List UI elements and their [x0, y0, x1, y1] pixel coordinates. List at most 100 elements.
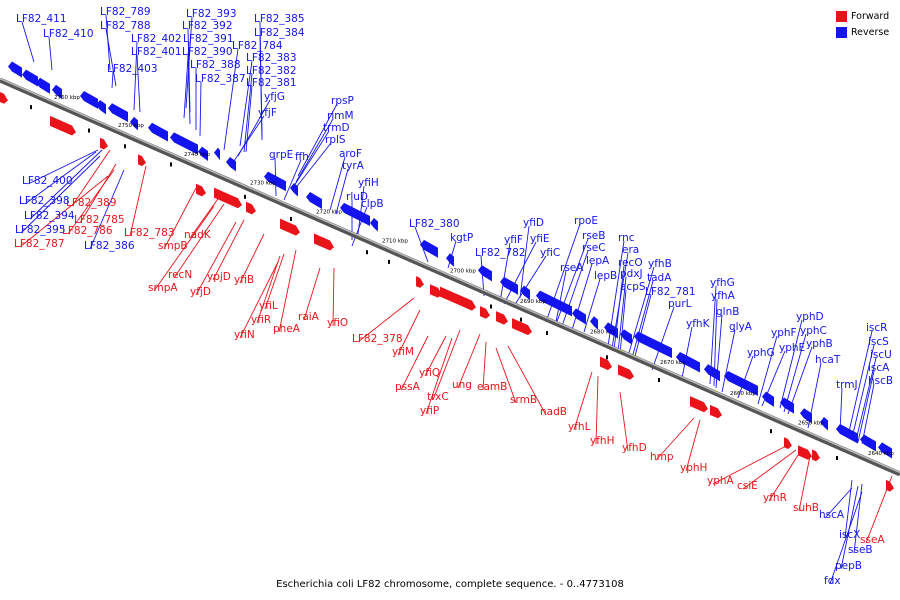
reverse-gene-arrow[interactable] — [800, 408, 812, 424]
reverse-gene-label[interactable]: LF82_789 — [100, 6, 151, 18]
forward-gene-label[interactable]: yfhD — [622, 442, 647, 454]
reverse-gene-label[interactable]: yphC — [800, 325, 827, 337]
forward-gene-label[interactable]: yfhH — [590, 435, 614, 447]
forward-gene-arrow[interactable] — [50, 115, 76, 136]
reverse-gene-label[interactable]: LF82_398 — [19, 195, 70, 207]
forward-gene-label[interactable]: yfiM — [392, 346, 414, 358]
reverse-gene-arrow[interactable] — [52, 84, 62, 100]
reverse-gene-label[interactable]: LF82_394 — [24, 210, 75, 222]
forward-gene-label[interactable]: yfiQ — [419, 367, 440, 379]
forward-gene-label[interactable]: raiA — [298, 311, 320, 323]
forward-gene-label[interactable]: suhB — [793, 502, 819, 514]
reverse-gene-label[interactable]: trmD — [323, 122, 350, 134]
forward-gene-arrow[interactable] — [496, 311, 508, 325]
forward-gene-label[interactable]: LF82_389 — [66, 197, 117, 209]
reverse-gene-label[interactable]: LF82_393 — [186, 8, 237, 20]
reverse-gene-label[interactable]: sseB — [848, 544, 873, 556]
reverse-gene-label[interactable]: yphE — [779, 342, 805, 354]
reverse-gene-arrow[interactable] — [36, 77, 50, 94]
forward-gene-label[interactable]: yfiN — [234, 329, 255, 341]
reverse-gene-label[interactable]: LF82_383 — [246, 52, 297, 64]
reverse-gene-label[interactable]: glyA — [729, 321, 753, 333]
reverse-gene-label[interactable]: yfhK — [686, 318, 711, 330]
reverse-gene-arrow[interactable] — [604, 322, 618, 339]
reverse-gene-label[interactable]: era — [622, 244, 639, 256]
forward-gene-arrow[interactable] — [618, 364, 634, 380]
reverse-gene-label[interactable]: LF82_387 — [195, 73, 246, 85]
reverse-gene-label[interactable]: yfhA — [711, 290, 736, 302]
forward-gene-arrow[interactable] — [196, 183, 206, 197]
reverse-gene-label[interactable]: rnc — [618, 232, 635, 244]
forward-gene-label[interactable]: yfiR — [251, 314, 271, 326]
reverse-gene-label[interactable]: yfiE — [530, 233, 549, 245]
reverse-gene-label[interactable]: yfjF — [258, 107, 277, 119]
reverse-gene-label[interactable]: LF82_388 — [190, 59, 241, 71]
reverse-gene-label[interactable]: tadA — [647, 272, 672, 284]
reverse-gene-label[interactable]: kgtP — [450, 232, 473, 244]
forward-gene-label[interactable]: yphH — [680, 462, 707, 474]
reverse-gene-label[interactable]: purL — [668, 298, 692, 310]
forward-gene-label[interactable]: yfjD — [190, 286, 211, 298]
reverse-gene-label[interactable]: clpB — [361, 198, 384, 210]
forward-gene-label[interactable]: pheA — [273, 323, 301, 335]
forward-gene-label[interactable]: ypjD — [207, 271, 231, 283]
forward-gene-label[interactable]: yfhR — [763, 492, 787, 504]
reverse-gene-label[interactable]: glnB — [716, 306, 739, 318]
reverse-gene-label[interactable]: yphD — [796, 311, 824, 323]
forward-gene-arrow[interactable] — [798, 445, 812, 460]
reverse-gene-arrow[interactable] — [478, 265, 492, 282]
reverse-gene-arrow[interactable] — [306, 191, 322, 209]
reverse-gene-arrow[interactable] — [860, 434, 876, 452]
reverse-gene-label[interactable]: LF82_392 — [182, 20, 233, 32]
forward-gene-label[interactable]: recN — [168, 269, 192, 281]
reverse-gene-label[interactable]: rseB — [582, 230, 605, 242]
reverse-gene-label[interactable]: yfhG — [710, 277, 735, 289]
forward-gene-arrow[interactable] — [430, 284, 442, 298]
forward-gene-label[interactable]: sseA — [860, 534, 885, 546]
reverse-gene-label[interactable]: LF82_380 — [409, 218, 460, 230]
reverse-gene-arrow[interactable] — [572, 308, 586, 325]
reverse-gene-arrow[interactable] — [536, 290, 572, 317]
reverse-gene-label[interactable]: grpE — [269, 149, 293, 161]
reverse-gene-arrow[interactable] — [214, 147, 220, 161]
reverse-gene-label[interactable]: LF82_402 — [131, 33, 182, 45]
reverse-gene-label[interactable]: LF82_788 — [100, 20, 151, 32]
reverse-gene-label[interactable]: LF82_391 — [183, 33, 234, 45]
forward-gene-arrow[interactable] — [440, 286, 476, 311]
forward-gene-arrow[interactable] — [600, 356, 612, 371]
reverse-gene-arrow[interactable] — [620, 329, 632, 345]
reverse-gene-label[interactable]: LF82_401 — [131, 46, 182, 58]
reverse-gene-label[interactable]: iscX — [839, 529, 860, 541]
forward-gene-label[interactable]: LF82_786 — [62, 225, 113, 237]
forward-gene-arrow[interactable] — [710, 404, 722, 419]
reverse-gene-arrow[interactable] — [96, 100, 106, 115]
forward-gene-label[interactable]: srmB — [510, 394, 537, 406]
reverse-gene-label[interactable]: LF82_385 — [254, 13, 305, 25]
reverse-gene-arrow[interactable] — [520, 285, 530, 301]
reverse-gene-label[interactable]: yfjG — [264, 91, 285, 103]
reverse-gene-label[interactable]: LF82_784 — [232, 40, 283, 52]
reverse-gene-label[interactable]: yphG — [747, 347, 775, 359]
forward-gene-label[interactable]: LF82_787 — [14, 238, 65, 250]
reverse-gene-label[interactable]: yfiC — [540, 247, 560, 259]
reverse-gene-arrow[interactable] — [820, 416, 828, 431]
reverse-gene-label[interactable]: rpoE — [574, 215, 598, 227]
reverse-gene-arrow[interactable] — [198, 146, 208, 162]
reverse-gene-arrow[interactable] — [170, 132, 198, 155]
reverse-gene-label[interactable]: trmJ — [836, 379, 858, 391]
reverse-gene-arrow[interactable] — [676, 351, 700, 373]
reverse-gene-label[interactable]: ffh — [295, 151, 309, 163]
reverse-gene-label[interactable]: rluD — [346, 191, 368, 203]
reverse-gene-label[interactable]: hcaT — [815, 354, 841, 366]
reverse-gene-arrow[interactable] — [370, 217, 378, 232]
forward-gene-arrow[interactable] — [0, 92, 8, 104]
reverse-gene-label[interactable]: fdx — [824, 575, 841, 587]
reverse-gene-arrow[interactable] — [780, 397, 794, 414]
reverse-gene-arrow[interactable] — [340, 202, 370, 226]
forward-gene-label[interactable]: yfiP — [420, 405, 439, 417]
reverse-gene-arrow[interactable] — [8, 61, 22, 78]
reverse-gene-label[interactable]: pepB — [835, 560, 862, 572]
reverse-gene-arrow[interactable] — [290, 182, 298, 197]
reverse-gene-arrow[interactable] — [704, 364, 720, 382]
reverse-gene-arrow[interactable] — [22, 69, 38, 87]
